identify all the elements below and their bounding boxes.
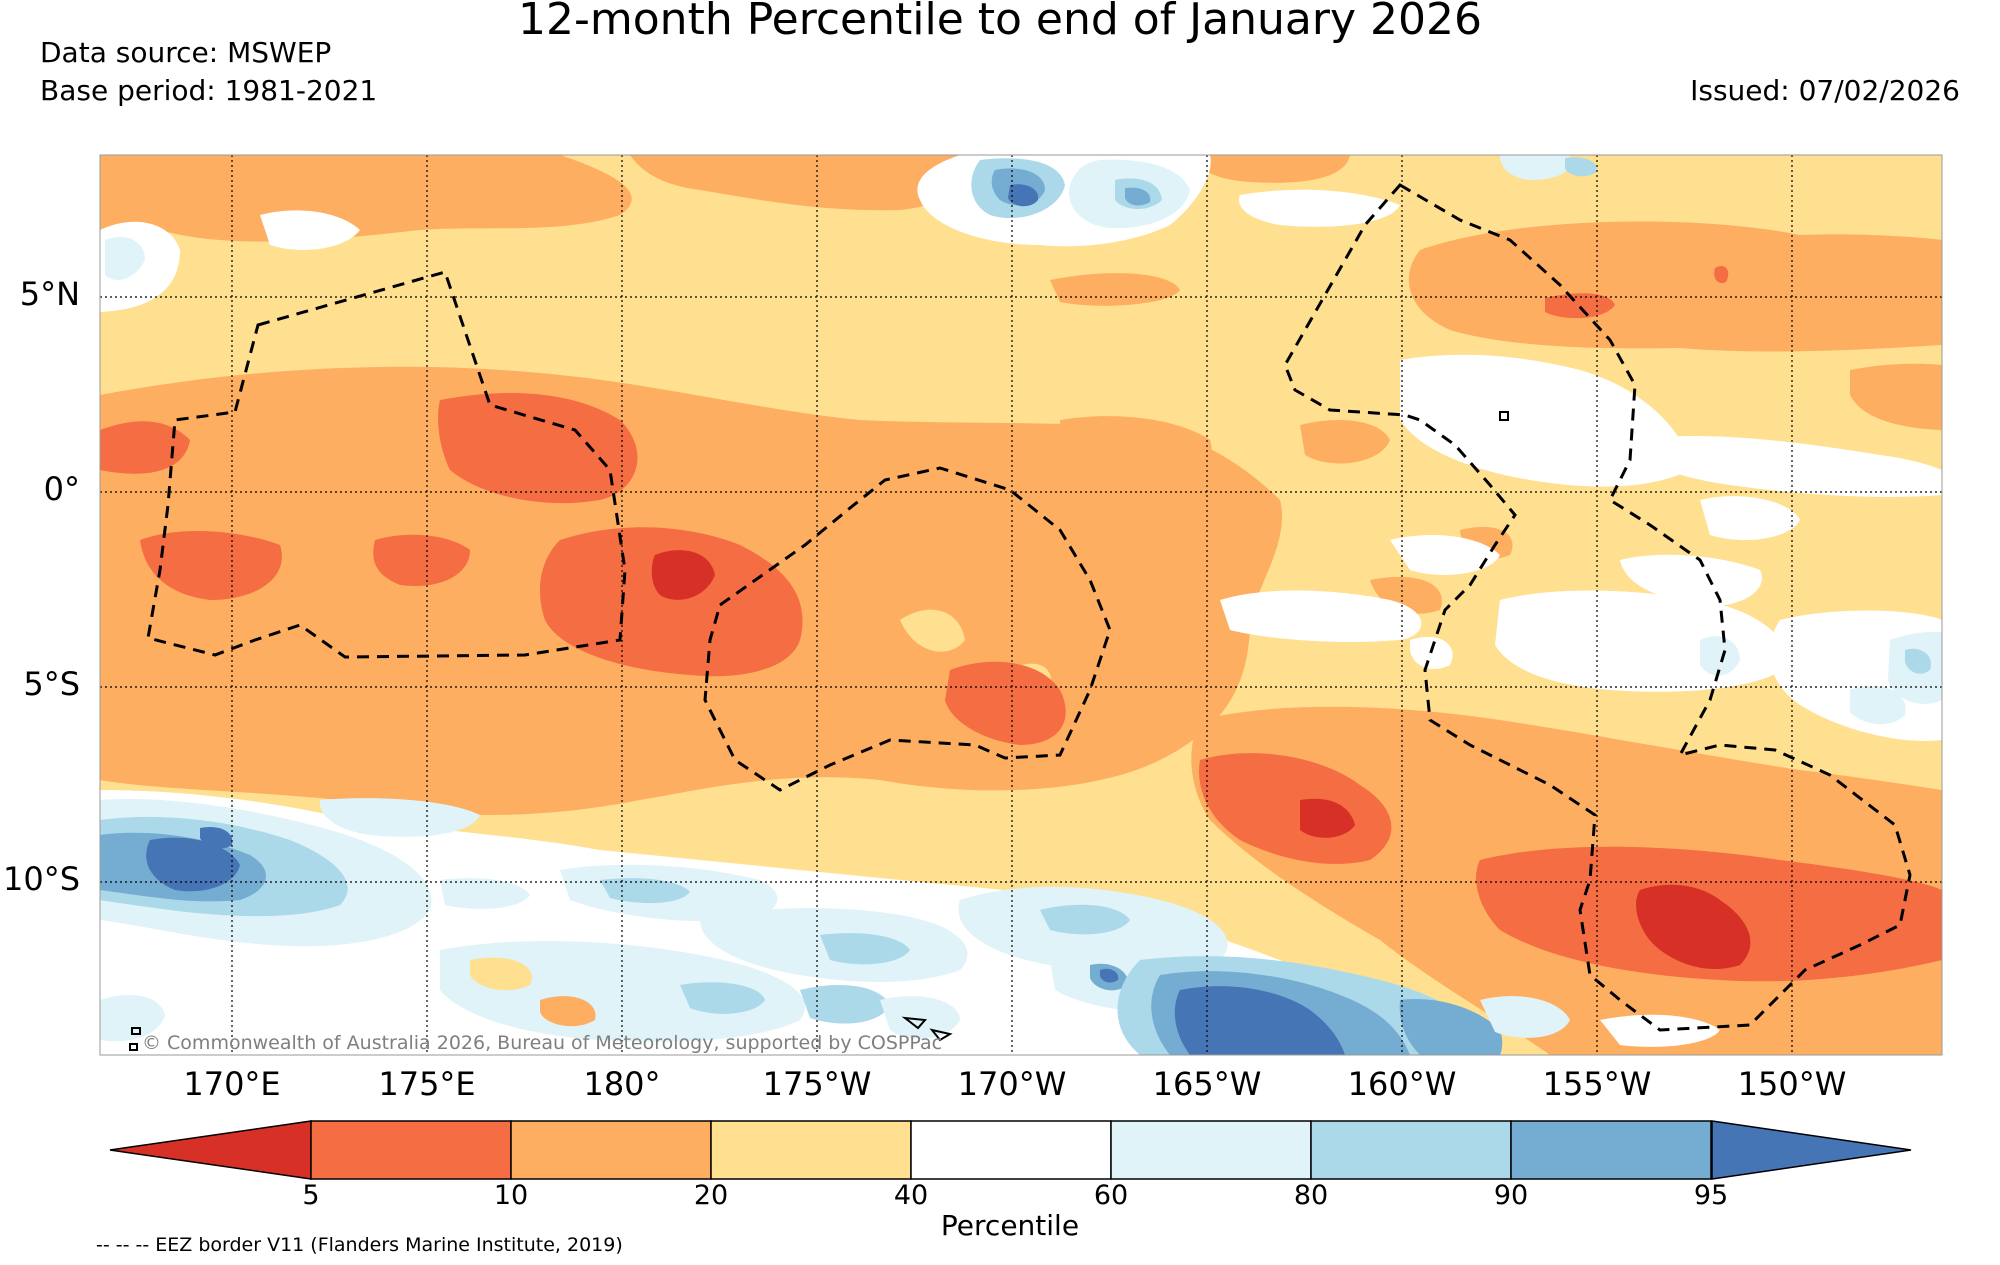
colorbar-bin — [1510, 1120, 1712, 1180]
data-source: Data source: MSWEP — [40, 36, 332, 69]
island-4 — [129, 1043, 138, 1051]
eez-gilbert — [146, 270, 627, 659]
colorbar-extend-low — [109, 1120, 312, 1180]
field-south-east-5-10 — [1199, 753, 1392, 864]
colorbar-bin — [1310, 1120, 1512, 1180]
colorbar-extend-high — [1711, 1120, 1912, 1180]
issued-date: Issued: 07/02/2026 — [1690, 74, 1960, 107]
graticule — [100, 155, 1942, 1055]
island-5 — [1499, 411, 1509, 421]
colorbar-bins — [310, 1120, 1712, 1180]
colorbar-tick: 95 — [1693, 1180, 1729, 1211]
copyright-notice: © Commonwealth of Australia 2026, Bureau… — [142, 1032, 943, 1054]
percentile-field — [100, 155, 1942, 1055]
field-east-40-60 — [1400, 354, 1690, 487]
eez-borders — [146, 183, 1912, 1032]
field-north-east-10-20 — [1408, 221, 1942, 352]
lat-label-5n: 5°N — [19, 275, 80, 313]
colorbar — [109, 1120, 1912, 1180]
colorbar-bin — [1110, 1120, 1312, 1180]
lon-label-180: 180° — [583, 1065, 661, 1103]
colorbar-tick: 5 — [302, 1180, 320, 1211]
eez-line — [1283, 183, 1912, 1032]
island-3 — [131, 1027, 141, 1035]
colorbar-bin — [310, 1120, 512, 1180]
colorbar-tick: 10 — [493, 1180, 529, 1211]
lon-label-155w: 155°W — [1542, 1065, 1652, 1103]
base-period: Base period: 1981-2021 — [40, 74, 378, 107]
colorbar-bin — [710, 1120, 912, 1180]
lon-label-170w: 170°W — [957, 1065, 1067, 1103]
field-south-east-below-5 — [1636, 884, 1751, 970]
lat-label-5s: 5°S — [23, 665, 80, 703]
island-1 — [901, 1016, 928, 1030]
colorbar-tick: 90 — [1493, 1180, 1529, 1211]
lon-label-160w: 160°W — [1347, 1065, 1457, 1103]
field-equatorial-5-10 — [100, 421, 190, 474]
map-title: 12-month Percentile to end of January 20… — [518, 0, 1482, 45]
island-2 — [929, 1028, 953, 1042]
colorbar-bin — [510, 1120, 712, 1180]
lon-label-175e: 175°E — [378, 1065, 476, 1103]
lon-label-150w: 150°W — [1737, 1065, 1847, 1103]
colorbar-label: Percentile — [940, 1209, 1080, 1242]
islands — [129, 411, 1509, 1051]
colorbar-tick: 40 — [893, 1180, 929, 1211]
field-north-west-10-20 — [100, 155, 632, 242]
colorbar-tick: 20 — [693, 1180, 729, 1211]
lon-label-170e: 170°E — [183, 1065, 281, 1103]
map-frame — [99, 154, 1943, 1056]
field-south-above-95 — [146, 837, 240, 892]
lat-label-10s: 10°S — [2, 860, 80, 898]
lon-label-165w: 165°W — [1152, 1065, 1262, 1103]
eez-legend-note: -- -- -- EEZ border V11 (Flanders Marine… — [96, 1234, 623, 1256]
eez-phoenix — [703, 466, 1112, 792]
colorbar-tick: 80 — [1293, 1180, 1329, 1211]
colorbar-bin — [910, 1120, 1112, 1180]
lon-label-175w: 175°W — [762, 1065, 872, 1103]
lat-label-0: 0° — [43, 470, 80, 508]
colorbar-tick: 60 — [1093, 1180, 1129, 1211]
